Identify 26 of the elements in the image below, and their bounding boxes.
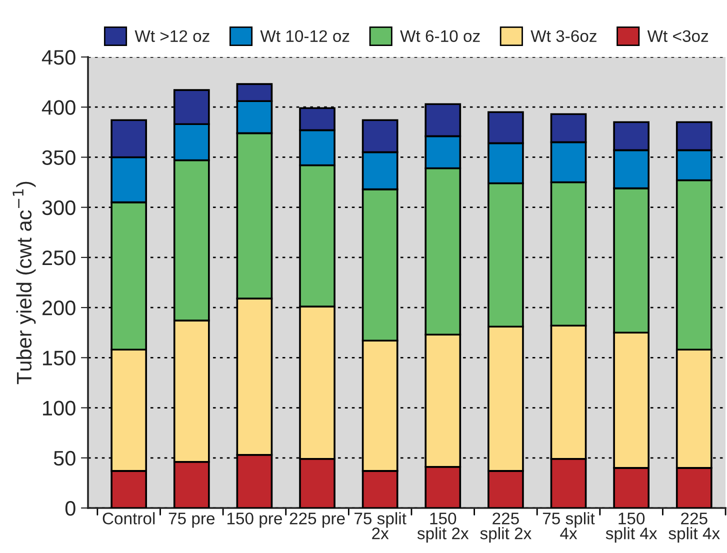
x-tick-label: 225 pre bbox=[290, 512, 345, 528]
x-tick-label: 75 split 2x bbox=[354, 512, 406, 540]
x-tick-label: 225 split 2x bbox=[480, 512, 532, 543]
y-tick-label: 400 bbox=[42, 100, 76, 115]
x-tick-label: 75 pre bbox=[168, 512, 215, 528]
y-axis-title: Tuber yield (cwt ac$^{−1}$) bbox=[12, 182, 36, 384]
legend-label: Wt >12 oz bbox=[134, 30, 210, 42]
y-tick-label: 0 bbox=[65, 501, 76, 516]
legend-label: Wt 3-6oz bbox=[530, 30, 596, 42]
legend-label: Wt 10-12 oz bbox=[260, 30, 350, 42]
y-tick-label: 450 bbox=[42, 50, 76, 65]
y-tick-label: 50 bbox=[54, 450, 76, 466]
y-tick-label: 100 bbox=[43, 400, 76, 416]
legend-label: Wt 6-10 oz bbox=[400, 30, 480, 42]
y-tick-label: 250 bbox=[42, 250, 76, 266]
x-tick-label: 150 split 4x bbox=[606, 512, 658, 543]
y-tick-label: 150 bbox=[43, 350, 76, 366]
y-tick-label: 350 bbox=[42, 150, 76, 165]
y-tick-label: 200 bbox=[42, 300, 76, 316]
x-tick-label: 150 pre bbox=[227, 512, 282, 528]
x-tick-label: 225 split 4x bbox=[668, 512, 720, 543]
legend-label: Wt <3oz bbox=[647, 30, 708, 42]
x-tick-label: Control bbox=[102, 512, 155, 524]
y-tick-label: 300 bbox=[42, 200, 76, 216]
x-tick-label: 75 split 4x bbox=[542, 512, 595, 540]
x-tick-label: 150 split 2x bbox=[417, 512, 469, 543]
